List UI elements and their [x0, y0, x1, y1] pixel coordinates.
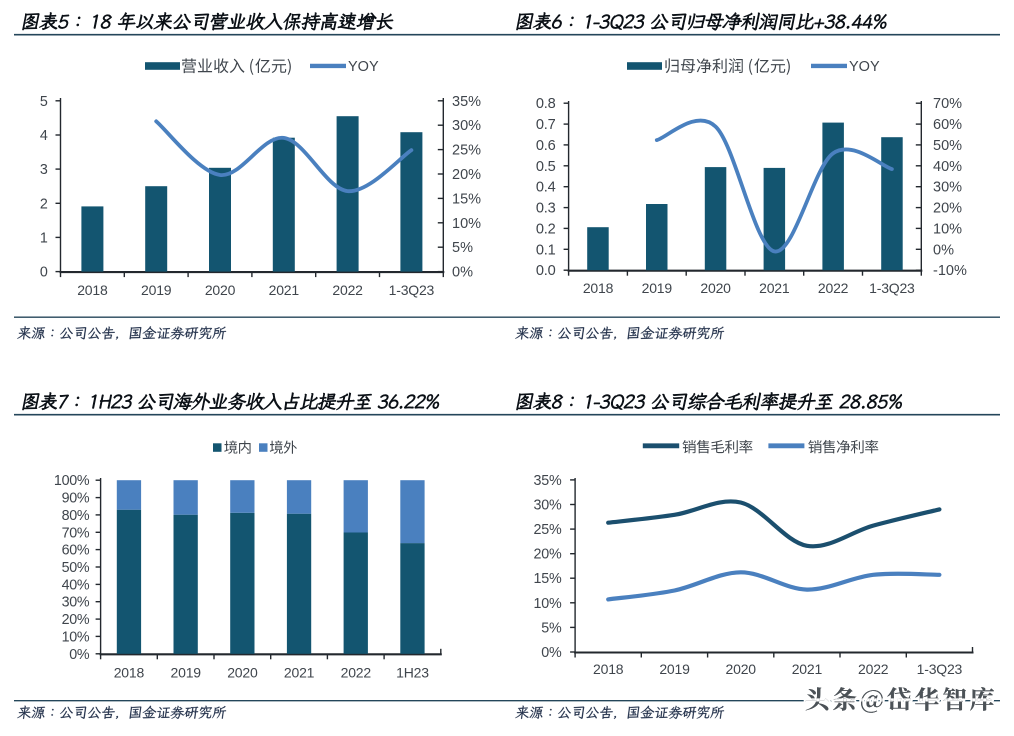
svg-text:2021: 2021 [759, 280, 790, 296]
svg-text:YOY: YOY [348, 59, 379, 75]
svg-text:2020: 2020 [227, 664, 258, 680]
svg-text:YOY: YOY [849, 59, 880, 75]
svg-text:15%: 15% [533, 571, 562, 587]
svg-text:2021: 2021 [792, 661, 823, 677]
svg-text:20%: 20% [452, 167, 481, 183]
svg-text:60%: 60% [62, 543, 90, 559]
svg-text:0.2: 0.2 [536, 221, 556, 237]
svg-text:2022: 2022 [818, 280, 849, 296]
svg-text:10%: 10% [62, 629, 90, 645]
svg-text:0.4: 0.4 [536, 180, 556, 196]
svg-text:5: 5 [40, 94, 48, 110]
svg-text:2018: 2018 [593, 661, 624, 677]
svg-text:2022: 2022 [858, 661, 889, 677]
svg-text:40%: 40% [933, 159, 962, 175]
svg-text:0.5: 0.5 [536, 159, 556, 175]
svg-text:2022: 2022 [332, 282, 363, 298]
svg-text:1-3Q23: 1-3Q23 [389, 282, 435, 298]
svg-text:2020: 2020 [205, 282, 236, 298]
svg-text:3: 3 [40, 162, 48, 178]
svg-text:-10%: -10% [933, 263, 967, 279]
svg-text:90%: 90% [62, 491, 90, 507]
svg-text:100%: 100% [54, 473, 90, 489]
svg-text:1H23: 1H23 [396, 664, 429, 680]
svg-text:30%: 30% [62, 595, 90, 611]
svg-text:2: 2 [40, 196, 48, 212]
svg-text:5%: 5% [541, 620, 562, 636]
svg-text:2018: 2018 [114, 664, 145, 680]
svg-text:4: 4 [40, 128, 48, 144]
svg-text:0.1: 0.1 [536, 242, 556, 258]
svg-text:35%: 35% [533, 473, 562, 489]
svg-text:2018: 2018 [583, 280, 614, 296]
svg-text:40%: 40% [62, 577, 90, 593]
svg-text:1-3Q23: 1-3Q23 [917, 661, 963, 677]
svg-text:1-3Q23: 1-3Q23 [869, 280, 915, 296]
svg-text:15%: 15% [452, 191, 481, 207]
svg-text:50%: 50% [933, 138, 962, 154]
svg-text:2020: 2020 [726, 661, 757, 677]
svg-text:2019: 2019 [659, 661, 690, 677]
svg-text:0.0: 0.0 [536, 263, 556, 279]
svg-text:10%: 10% [933, 221, 962, 237]
svg-text:30%: 30% [533, 498, 562, 514]
svg-text:25%: 25% [452, 143, 481, 159]
svg-text:2020: 2020 [700, 280, 731, 296]
svg-text:5%: 5% [452, 240, 473, 256]
svg-text:0.3: 0.3 [536, 201, 556, 217]
svg-text:20%: 20% [933, 201, 962, 217]
svg-text:80%: 80% [62, 508, 90, 524]
svg-text:30%: 30% [933, 180, 962, 196]
svg-text:0%: 0% [541, 645, 562, 661]
svg-text:70%: 70% [62, 525, 90, 541]
svg-text:20%: 20% [62, 612, 90, 628]
svg-text:2019: 2019 [171, 664, 202, 680]
svg-text:2018: 2018 [77, 282, 108, 298]
svg-text:0%: 0% [452, 265, 473, 281]
svg-text:2022: 2022 [341, 664, 372, 680]
svg-text:70%: 70% [933, 96, 962, 112]
svg-text:0.8: 0.8 [536, 96, 556, 112]
svg-text:2019: 2019 [642, 280, 673, 296]
svg-text:35%: 35% [452, 94, 481, 110]
svg-text:2019: 2019 [141, 282, 172, 298]
svg-text:0: 0 [40, 265, 48, 281]
svg-text:10%: 10% [452, 216, 481, 232]
svg-text:30%: 30% [452, 118, 481, 134]
svg-text:20%: 20% [533, 547, 562, 563]
svg-text:0.7: 0.7 [536, 117, 556, 133]
svg-text:25%: 25% [533, 522, 562, 538]
svg-text:2021: 2021 [284, 664, 315, 680]
svg-text:60%: 60% [933, 117, 962, 133]
svg-text:1: 1 [40, 230, 48, 246]
svg-text:0.6: 0.6 [536, 138, 556, 154]
svg-text:10%: 10% [533, 596, 562, 612]
svg-text:2021: 2021 [269, 282, 300, 298]
svg-text:0%: 0% [933, 242, 954, 258]
svg-text:50%: 50% [62, 560, 90, 576]
svg-text:0%: 0% [69, 647, 90, 663]
